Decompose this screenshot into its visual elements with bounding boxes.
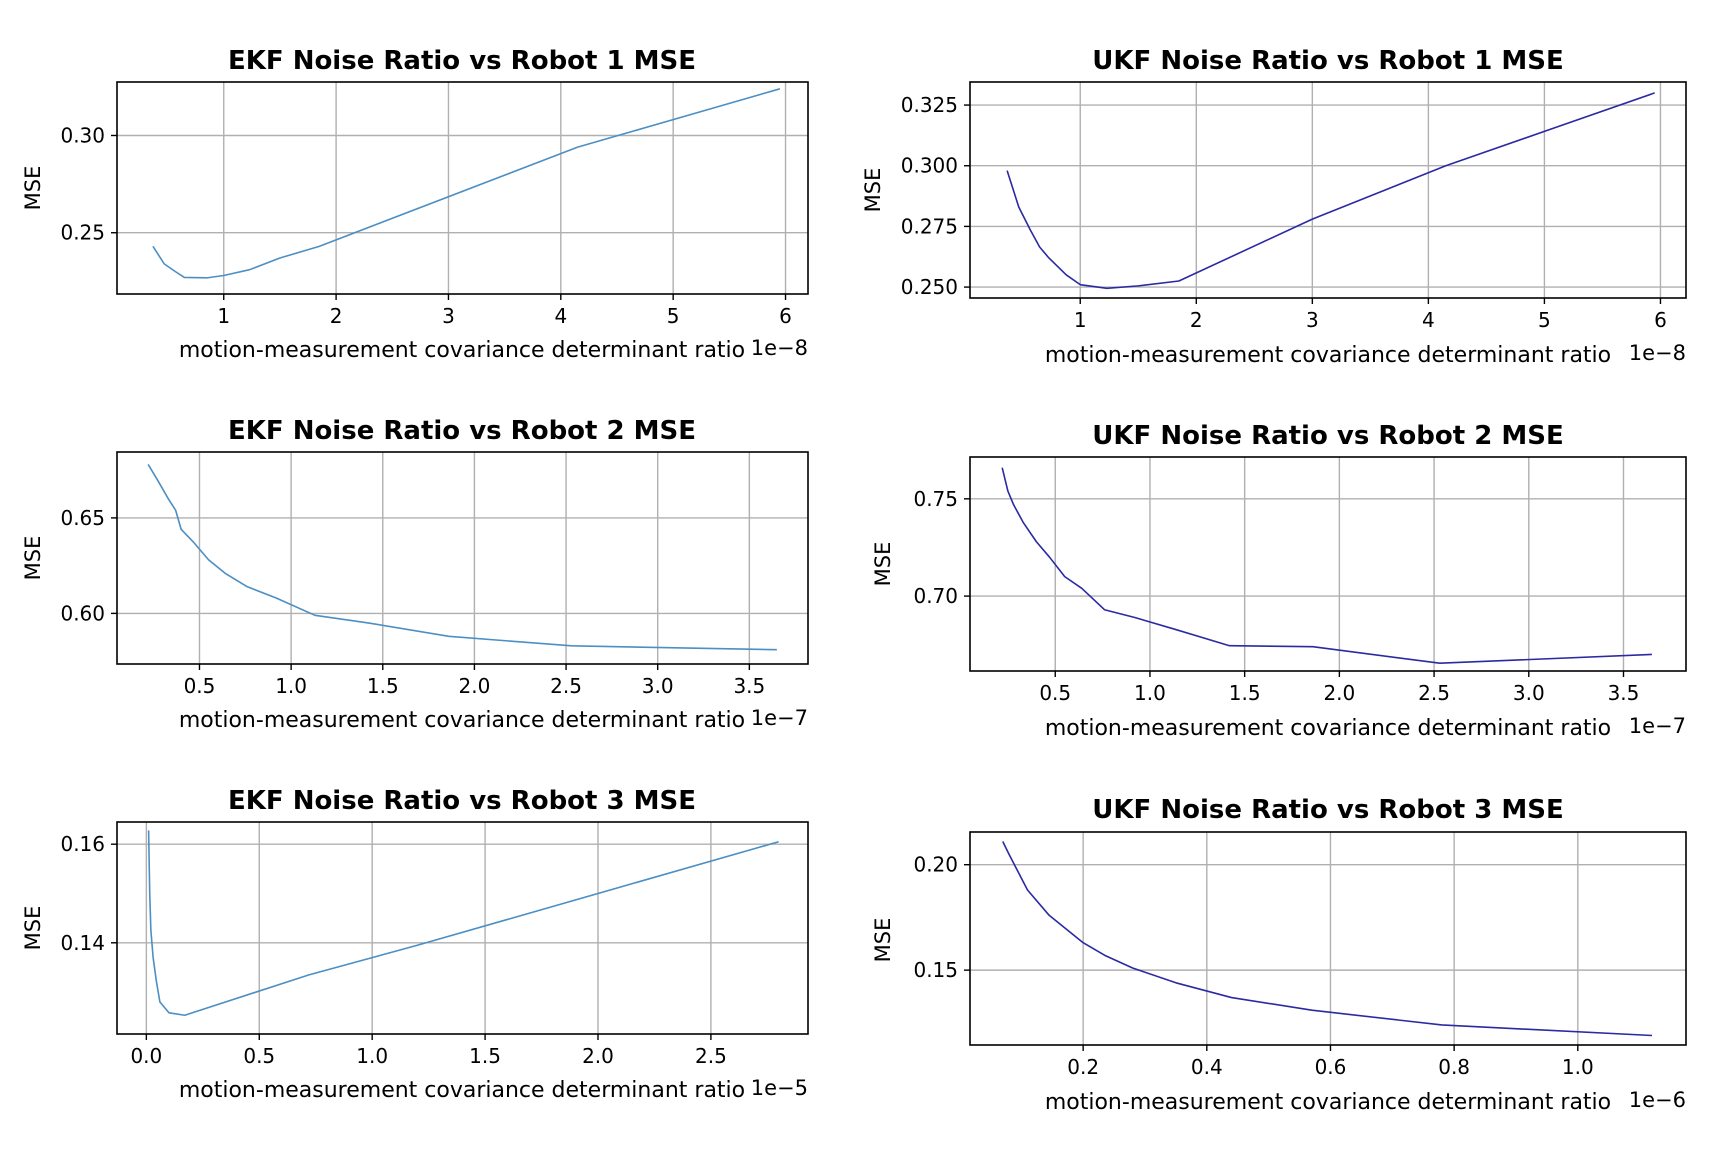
ekf-robot2-title: EKF Noise Ratio vs Robot 2 MSE <box>228 416 696 446</box>
ukf-robot1-ytick-label-1: 0.275 <box>901 214 958 238</box>
ukf-robot2-xtick-label-1: 1.0 <box>1134 681 1166 705</box>
ukf-robot2-ytick-label-1: 0.75 <box>913 487 958 511</box>
ekf-robot3-xtick-label-2: 1.0 <box>356 1044 388 1068</box>
ekf-robot1-xtick-label-2: 3 <box>442 304 455 328</box>
ukf-robot2-xlabel: motion-measurement covariance determinan… <box>1045 716 1611 741</box>
ukf-robot1-title: UKF Noise Ratio vs Robot 1 MSE <box>1092 46 1563 76</box>
ekf-robot3-panel: EKF Noise Ratio vs Robot 3 MSE motion-me… <box>21 786 809 1103</box>
ekf-robot3-xtick-label-5: 2.5 <box>695 1044 727 1068</box>
ekf-robot3-x-offset: 1e−5 <box>751 1076 808 1100</box>
ekf-robot1-panel: EKF Noise Ratio vs Robot 1 MSE motion-me… <box>21 46 809 363</box>
ekf-robot3-title: EKF Noise Ratio vs Robot 3 MSE <box>228 786 696 816</box>
ukf-robot3-xtick-label-2: 0.6 <box>1315 1055 1347 1079</box>
ukf-robot1-xlabel: motion-measurement covariance determinan… <box>1045 343 1611 368</box>
ukf-robot2-xtick-label-0: 0.5 <box>1039 681 1071 705</box>
ekf-robot3-ytick-label-1: 0.16 <box>60 832 105 856</box>
ekf-robot2-xtick-label-6: 3.5 <box>733 674 765 698</box>
ukf-robot2-axes-frame <box>969 456 1687 672</box>
ekf-robot1-title: EKF Noise Ratio vs Robot 1 MSE <box>228 46 696 76</box>
ekf-robot3-ylabel: MSE <box>21 906 45 951</box>
ukf-robot3-xlabel: motion-measurement covariance determinan… <box>1045 1090 1611 1115</box>
ekf-robot1-xtick-label-4: 5 <box>667 304 680 328</box>
ukf-robot1-x-offset: 1e−8 <box>1629 341 1686 365</box>
ukf-robot3-xtick-label-4: 1.0 <box>1562 1055 1594 1079</box>
ekf-robot2-ylabel: MSE <box>21 536 45 581</box>
ukf-robot3-series-line <box>1002 841 1653 1037</box>
ukf-robot2-x-offset: 1e−7 <box>1629 714 1686 738</box>
ukf-robot1-xtick-label-0: 1 <box>1074 308 1087 332</box>
ukf-robot3-ytick-label-0: 0.15 <box>913 958 958 982</box>
ekf-robot3-ytick-label-0: 0.14 <box>60 931 105 955</box>
ekf-robot2-panel: EKF Noise Ratio vs Robot 2 MSE motion-me… <box>21 416 809 733</box>
ekf-robot3-axes-frame <box>116 821 809 1035</box>
ukf-robot1-axes-frame <box>969 81 1687 299</box>
ekf-robot2-xlabel: motion-measurement covariance determinan… <box>179 708 745 733</box>
ukf-robot1-ytick-label-2: 0.300 <box>901 154 958 178</box>
ekf-robot3-xtick-label-4: 2.0 <box>582 1044 614 1068</box>
ukf-robot3-xtick-label-0: 0.2 <box>1067 1055 1099 1079</box>
ukf-robot1-xtick-label-5: 6 <box>1654 308 1667 332</box>
ekf-robot1-xtick-label-5: 6 <box>779 304 792 328</box>
ukf-robot2-xtick-label-4: 2.5 <box>1418 681 1450 705</box>
ukf-robot1-xtick-label-2: 3 <box>1306 308 1319 332</box>
ukf-robot3-panel: UKF Noise Ratio vs Robot 3 MSE motion-me… <box>871 795 1687 1115</box>
ekf-robot1-xtick-label-3: 4 <box>554 304 567 328</box>
ukf-robot3-title: UKF Noise Ratio vs Robot 3 MSE <box>1092 795 1563 825</box>
ukf-robot3-x-offset: 1e−6 <box>1629 1088 1686 1112</box>
ekf-robot3-xtick-label-0: 0.0 <box>130 1044 162 1068</box>
ekf-robot1-x-offset: 1e−8 <box>751 336 808 360</box>
ukf-robot3-xtick-label-1: 0.4 <box>1191 1055 1223 1079</box>
ukf-robot3-axes-frame <box>969 831 1687 1046</box>
ekf-robot2-series-line <box>147 463 777 651</box>
ukf-robot2-xtick-label-6: 3.5 <box>1608 681 1640 705</box>
ekf-robot3-xtick-label-1: 0.5 <box>243 1044 275 1068</box>
ekf-robot2-xtick-label-3: 2.0 <box>459 674 491 698</box>
ekf-robot2-x-offset: 1e−7 <box>751 706 808 730</box>
ekf-robot2-xtick-label-1: 1.0 <box>275 674 307 698</box>
ekf-robot1-ylabel: MSE <box>21 166 45 211</box>
ukf-robot2-ytick-label-0: 0.70 <box>913 584 958 608</box>
ekf-robot1-xtick-label-1: 2 <box>330 304 343 328</box>
ekf-robot1-ytick-label-0: 0.25 <box>60 221 105 245</box>
ekf-robot2-xtick-label-5: 3.0 <box>642 674 674 698</box>
ukf-robot2-ylabel: MSE <box>871 542 895 587</box>
ukf-robot2-xtick-label-5: 3.0 <box>1513 681 1545 705</box>
ekf-robot2-ytick-label-0: 0.60 <box>60 601 105 625</box>
ekf-robot1-axes-frame <box>116 81 809 295</box>
ukf-robot1-ytick-label-0: 0.250 <box>901 275 958 299</box>
ukf-robot1-xtick-label-3: 4 <box>1422 308 1435 332</box>
ukf-robot3-ylabel: MSE <box>871 918 895 963</box>
ekf-robot2-xtick-label-4: 2.5 <box>550 674 582 698</box>
ekf-robot1-ytick-label-1: 0.30 <box>60 123 105 147</box>
ekf-robot2-xtick-label-2: 1.5 <box>367 674 399 698</box>
ekf-robot3-series-line <box>147 830 779 1017</box>
ukf-robot2-xtick-label-3: 2.0 <box>1323 681 1355 705</box>
ekf-robot1-xtick-label-0: 1 <box>217 304 230 328</box>
ukf-robot2-panel: UKF Noise Ratio vs Robot 2 MSE motion-me… <box>871 421 1687 741</box>
ukf-robot3-ytick-label-1: 0.20 <box>913 853 958 877</box>
ukf-robot3-xtick-label-3: 0.8 <box>1438 1055 1470 1079</box>
ekf-robot2-axes-frame <box>116 451 809 665</box>
ukf-robot1-xtick-label-4: 5 <box>1538 308 1551 332</box>
ekf-robot3-xlabel: motion-measurement covariance determinan… <box>179 1078 745 1103</box>
ekf-robot1-xlabel: motion-measurement covariance determinan… <box>179 338 745 363</box>
ukf-robot1-ytick-label-3: 0.325 <box>901 93 958 117</box>
ukf-robot2-title: UKF Noise Ratio vs Robot 2 MSE <box>1092 421 1563 451</box>
ekf-robot2-ytick-label-1: 0.65 <box>60 506 105 530</box>
ukf-robot2-xtick-label-2: 1.5 <box>1229 681 1261 705</box>
ukf-robot1-series-line <box>1006 92 1655 290</box>
ukf-robot1-panel: UKF Noise Ratio vs Robot 1 MSE motion-me… <box>861 46 1687 368</box>
ekf-robot3-xtick-label-3: 1.5 <box>469 1044 501 1068</box>
ukf-robot1-xtick-label-1: 2 <box>1190 308 1203 332</box>
ukf-robot2-series-line <box>1001 467 1652 665</box>
ekf-robot1-series-line <box>152 88 781 279</box>
ekf-robot2-xtick-label-0: 0.5 <box>184 674 216 698</box>
ukf-robot1-ylabel: MSE <box>861 168 885 213</box>
